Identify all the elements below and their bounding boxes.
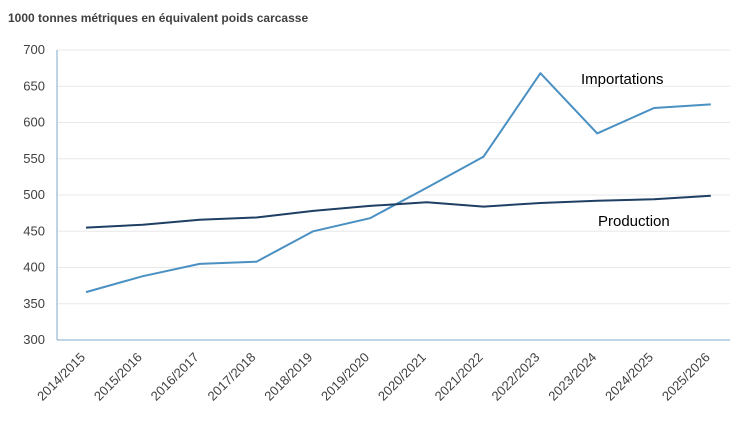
series-label-importations: Importations xyxy=(581,71,664,88)
series-line-importations xyxy=(85,72,711,294)
x-tick-label: 2018/2019 xyxy=(261,350,315,404)
series-line-production xyxy=(85,194,711,229)
x-tick-label: 2021/2022 xyxy=(432,350,486,404)
y-tick-label: 300 xyxy=(23,332,45,347)
series-label-production: Production xyxy=(598,213,670,230)
x-tick-label: 2023/2024 xyxy=(545,350,599,404)
x-tick-label: 2020/2021 xyxy=(375,350,429,404)
y-tick-label: 550 xyxy=(23,151,45,166)
y-tick-label: 350 xyxy=(23,296,45,311)
y-tick-label: 650 xyxy=(23,78,45,93)
chart-title: 1000 tonnes métriques en équivalent poid… xyxy=(8,11,308,25)
y-axis-ticks: 300 350 400 450 500 550 600 650 700 xyxy=(23,42,45,347)
x-tick-label: 2014/2015 xyxy=(34,350,88,404)
y-tick-label: 450 xyxy=(23,223,45,238)
x-tick-label: 2017/2018 xyxy=(204,350,258,404)
x-tick-label: 2025/2026 xyxy=(659,350,713,404)
x-tick-label: 2024/2025 xyxy=(602,350,656,404)
y-tick-label: 600 xyxy=(23,115,45,130)
x-tick-label: 2022/2023 xyxy=(488,350,542,404)
gridlines xyxy=(57,49,730,305)
x-tick-label: 2015/2016 xyxy=(91,350,145,404)
y-tick-label: 400 xyxy=(23,260,45,275)
series-lines xyxy=(85,72,711,294)
x-axis-ticks: 2014/2015 2015/2016 2016/2017 2017/2018 2018… xyxy=(34,350,713,404)
x-tick-label: 2016/2017 xyxy=(148,350,202,404)
x-tick-label: 2019/2020 xyxy=(318,350,372,404)
y-tick-label: 700 xyxy=(23,42,45,57)
y-tick-label: 500 xyxy=(23,187,45,202)
